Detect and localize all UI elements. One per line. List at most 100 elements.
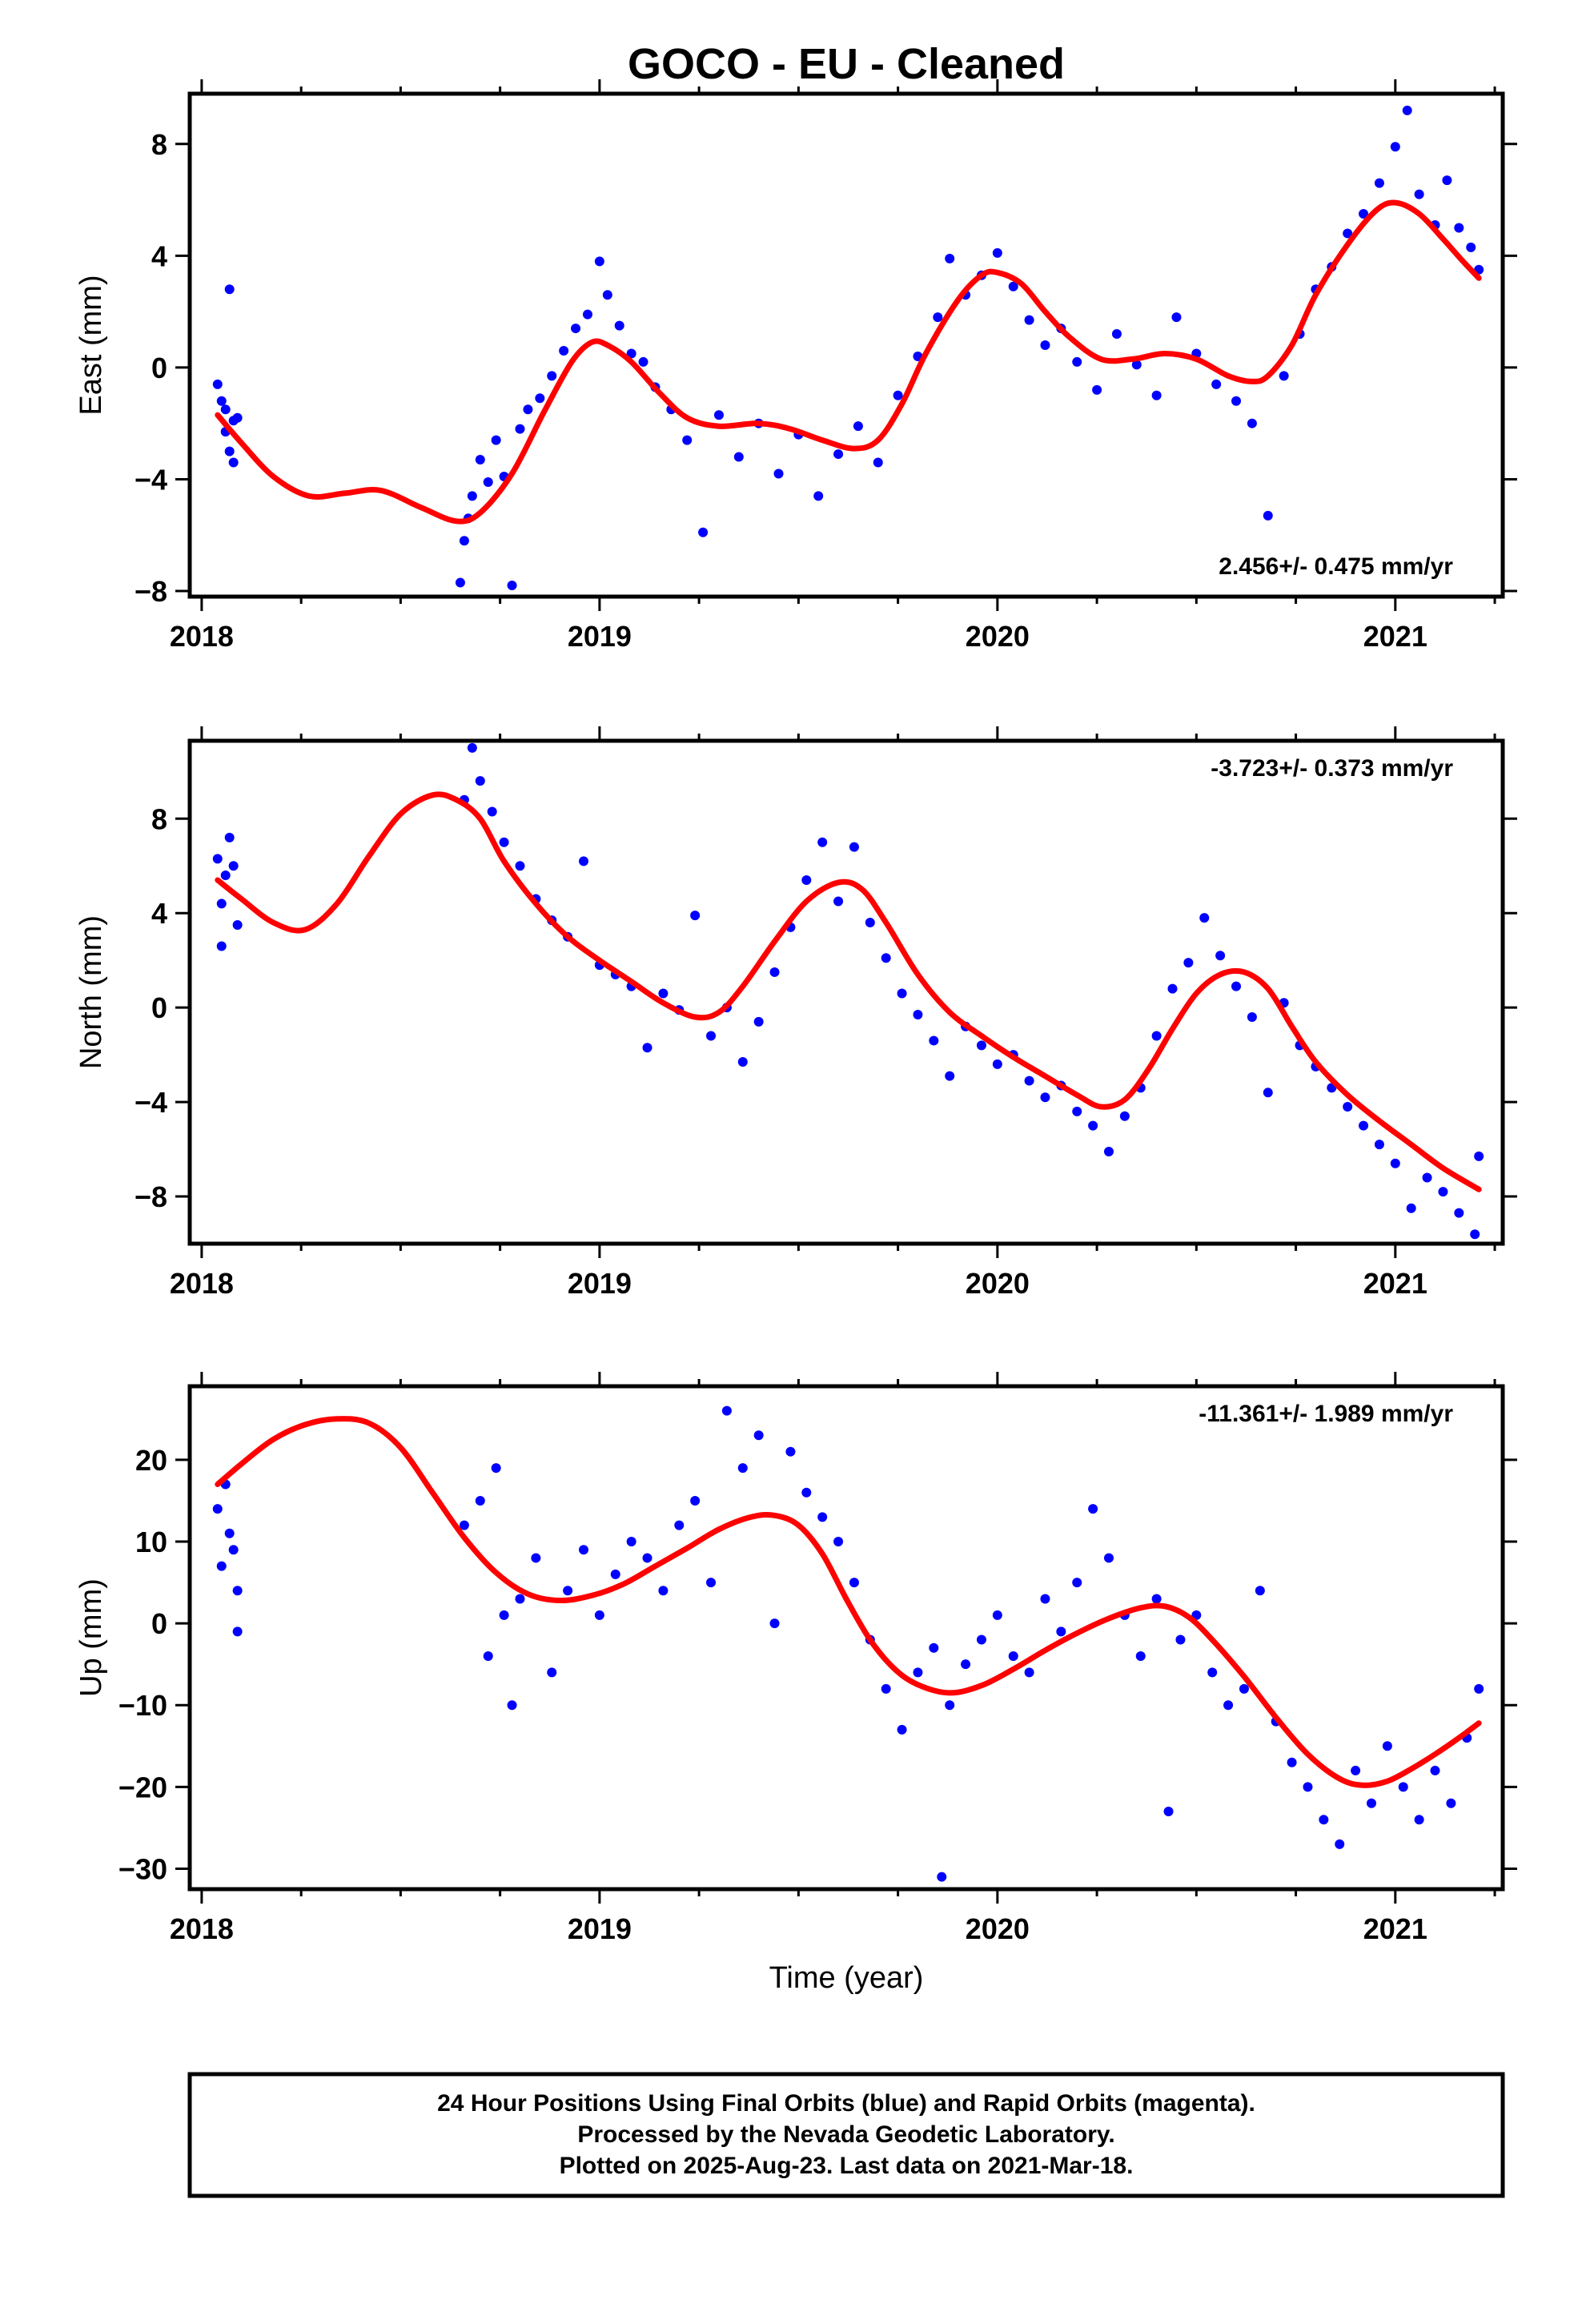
up-data-point	[849, 1578, 859, 1588]
east-data-point	[682, 435, 693, 445]
up-data-point	[658, 1586, 669, 1596]
east-y-tick-label: −4	[135, 463, 167, 496]
east-x-tick-label: 2021	[1363, 620, 1427, 653]
east-data-point	[1111, 329, 1122, 340]
north-x-tick-label: 2018	[170, 1267, 234, 1300]
north-data-point	[992, 1059, 1002, 1069]
up-data-point	[1474, 1683, 1484, 1694]
up-x-tick-label: 2018	[170, 1912, 234, 1945]
up-x-tick-label: 2019	[568, 1912, 632, 1945]
north-data-point	[467, 742, 477, 753]
east-data-point	[1454, 223, 1464, 233]
north-data-point	[976, 1040, 986, 1051]
north-y-tick-label: −8	[135, 1180, 167, 1213]
north-data-point	[1406, 1203, 1416, 1213]
north-data-point	[1072, 1106, 1082, 1116]
up-data-point	[1072, 1578, 1082, 1588]
east-data-point	[571, 324, 581, 334]
up-data-point	[1287, 1757, 1297, 1767]
east-data-point	[1040, 340, 1050, 350]
east-data-point	[1402, 105, 1412, 115]
east-rate-label: 2.456+/- 0.475 mm/yr	[1219, 553, 1453, 580]
east-data-point	[212, 379, 223, 389]
east-data-point	[873, 457, 883, 468]
north-y-tick-label: 4	[151, 897, 167, 930]
north-data-point	[1151, 1031, 1162, 1041]
footer-box: 24 Hour Positions Using Final Orbits (bl…	[187, 2072, 1505, 2198]
up-panel: 2018 2019 2020 2021 −30 −20 −10 0 10 20 Up (mm) -11…	[74, 1372, 1517, 1945]
north-data-point	[216, 941, 227, 951]
east-data-point	[626, 348, 636, 359]
up-data-point	[1319, 1815, 1329, 1825]
up-data-point	[1088, 1504, 1098, 1514]
up-data-point	[1239, 1683, 1249, 1694]
east-data-point	[483, 476, 493, 487]
up-data-point	[232, 1626, 243, 1637]
north-data-point	[224, 832, 235, 842]
up-y-tick-label: −10	[118, 1689, 167, 1722]
north-data-point	[1183, 958, 1194, 968]
east-data-point	[1374, 178, 1384, 188]
east-data-point	[1359, 209, 1369, 219]
north-data-point	[1040, 1092, 1050, 1103]
up-data-point	[1104, 1553, 1114, 1563]
up-data-point	[817, 1512, 828, 1522]
north-data-point	[1454, 1208, 1464, 1218]
east-data-point	[773, 468, 784, 479]
north-data-point	[929, 1035, 939, 1046]
north-data-point	[945, 1071, 955, 1081]
up-data-point	[1163, 1806, 1174, 1816]
up-data-point	[531, 1553, 541, 1563]
east-data-point	[1072, 356, 1082, 367]
east-plot-frame	[187, 91, 1505, 599]
east-y-tick-label: 4	[151, 239, 167, 272]
east-data-point	[1024, 315, 1034, 325]
up-data-point	[1255, 1586, 1265, 1596]
north-data-point	[1263, 1088, 1273, 1098]
north-data-point	[487, 806, 497, 817]
east-data-point	[638, 356, 648, 367]
north-data-point	[1359, 1120, 1369, 1131]
up-data-point	[897, 1724, 907, 1735]
north-plot-frame	[187, 738, 1505, 1246]
east-data-point	[507, 581, 517, 591]
east-data-point	[733, 452, 744, 462]
north-data-point	[1422, 1172, 1432, 1183]
up-data-point	[491, 1463, 501, 1474]
east-x-tick-label: 2019	[568, 620, 632, 653]
east-data-point	[224, 284, 235, 295]
north-data-point	[690, 911, 701, 921]
up-data-point	[801, 1487, 812, 1498]
east-data-point	[713, 410, 724, 420]
east-data-point	[1343, 228, 1353, 239]
east-y-tick-label: 0	[151, 352, 167, 384]
up-data-point	[769, 1618, 780, 1629]
up-data-point	[1398, 1782, 1408, 1792]
up-data-point	[563, 1586, 573, 1596]
north-data-point	[737, 1056, 748, 1067]
up-data-point	[594, 1610, 604, 1620]
east-data-point	[1151, 390, 1162, 400]
east-data-point	[1247, 418, 1257, 428]
north-data-point	[232, 919, 243, 930]
up-data-point	[785, 1446, 796, 1457]
x-axis-label: Time (year)	[769, 1961, 924, 1995]
north-data-point	[769, 967, 780, 977]
up-data-point	[1008, 1651, 1018, 1661]
east-data-point	[813, 491, 824, 501]
north-x-tick-label: 2021	[1363, 1267, 1427, 1300]
east-fit-curve	[215, 199, 1482, 525]
up-data-point	[212, 1504, 223, 1514]
up-data-point	[992, 1610, 1002, 1620]
up-data-point	[232, 1586, 243, 1596]
east-data-point	[228, 457, 239, 468]
north-fit-curve	[215, 791, 1482, 1192]
north-data-point	[706, 1031, 717, 1041]
east-data-point	[232, 412, 243, 423]
east-data-point	[614, 320, 624, 331]
east-data-point	[1211, 379, 1222, 389]
north-data-point	[220, 870, 231, 881]
east-data-point	[698, 527, 709, 537]
east-x-tick-label: 2018	[170, 620, 234, 653]
